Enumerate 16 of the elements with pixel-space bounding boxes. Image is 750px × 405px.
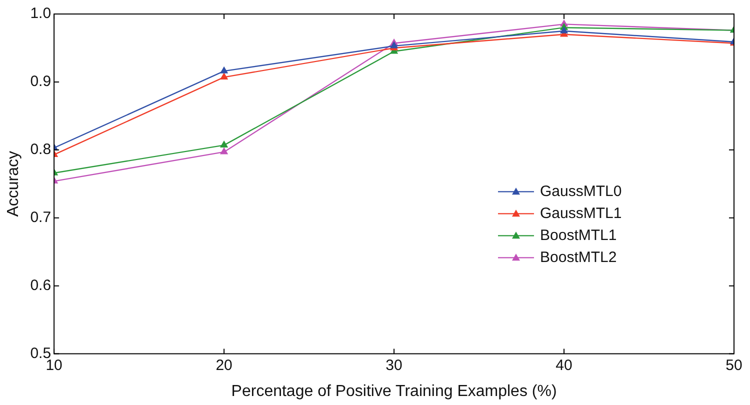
x-tick-label: 30 [386,356,402,374]
legend-label: GaussMTL1 [540,204,622,222]
x-axis-title: Percentage of Positive Training Examples (%) [231,382,557,400]
legend-label: BoostMTL1 [540,226,617,244]
y-tick-label: 0.7 [30,209,52,226]
x-tick-label: 40 [556,356,572,374]
y-axis-title: Accuracy [5,151,22,217]
legend-label: GaussMTL0 [540,182,622,200]
y-tick-label: 0.8 [30,141,52,158]
x-tick-label: 20 [216,356,232,374]
y-tick-label: 0.6 [30,276,52,294]
x-tick-label: 10 [46,356,62,374]
x-tick-label: 50 [726,356,742,374]
legend-label: BoostMTL2 [540,248,617,266]
y-tick-label: 0.9 [30,73,52,90]
y-tick-label: 1.0 [30,5,52,22]
